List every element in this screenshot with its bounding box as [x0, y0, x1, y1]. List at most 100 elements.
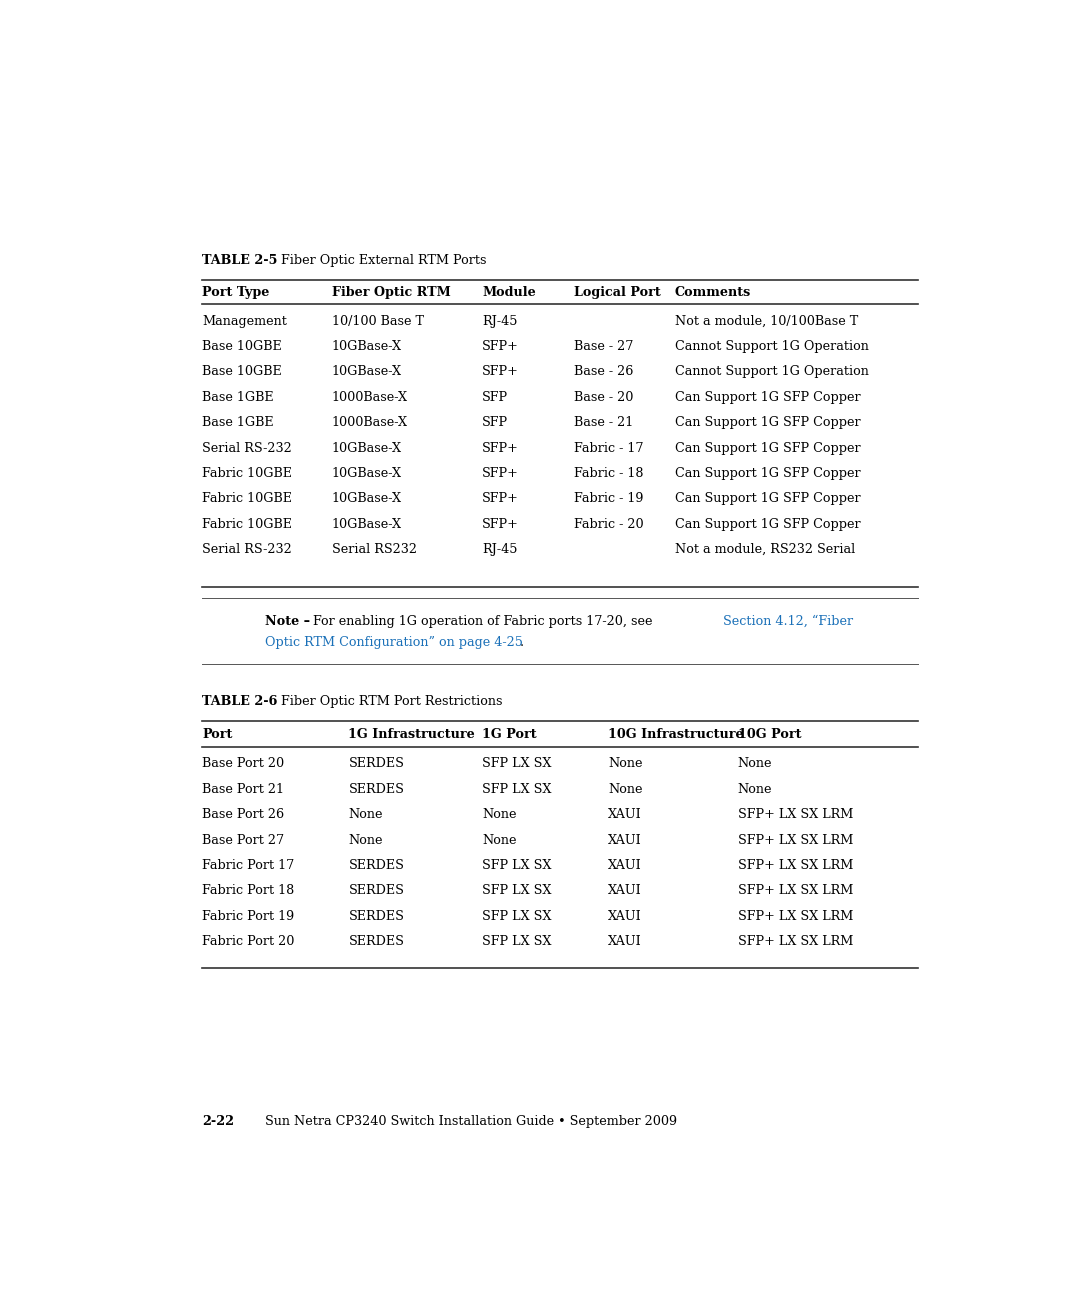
Text: 10GBase-X: 10GBase-X — [332, 467, 402, 480]
Text: XAUI: XAUI — [608, 910, 642, 923]
Text: Fabric Port 17: Fabric Port 17 — [202, 859, 294, 872]
Text: Base - 27: Base - 27 — [575, 340, 634, 353]
Text: Fabric 10GBE: Fabric 10GBE — [202, 492, 292, 505]
Text: Base Port 26: Base Port 26 — [202, 809, 284, 822]
Text: 10GBase-X: 10GBase-X — [332, 365, 402, 378]
Text: Serial RS232: Serial RS232 — [332, 543, 417, 556]
Text: Can Support 1G SFP Copper: Can Support 1G SFP Copper — [675, 442, 861, 455]
Text: None: None — [349, 809, 383, 822]
Text: Fiber Optic RTM Port Restrictions: Fiber Optic RTM Port Restrictions — [282, 696, 503, 709]
Text: None: None — [349, 833, 383, 846]
Text: Fiber Optic RTM: Fiber Optic RTM — [332, 286, 450, 299]
Text: 1000Base-X: 1000Base-X — [332, 416, 408, 429]
Text: Base 1GBE: Base 1GBE — [202, 416, 273, 429]
Text: SERDES: SERDES — [349, 783, 404, 796]
Text: Can Support 1G SFP Copper: Can Support 1G SFP Copper — [675, 467, 861, 480]
Text: 2-22: 2-22 — [202, 1116, 234, 1129]
Text: 10GBase-X: 10GBase-X — [332, 492, 402, 505]
Text: Logical Port: Logical Port — [575, 286, 661, 299]
Text: Port Type: Port Type — [202, 286, 269, 299]
Text: None: None — [738, 783, 772, 796]
Text: Fabric - 17: Fabric - 17 — [575, 442, 644, 455]
Text: 10GBase-X: 10GBase-X — [332, 518, 402, 531]
Text: 1000Base-X: 1000Base-X — [332, 391, 408, 404]
Text: XAUI: XAUI — [608, 884, 642, 897]
Text: None: None — [608, 757, 643, 770]
Text: SFP LX SX: SFP LX SX — [483, 936, 552, 949]
Text: XAUI: XAUI — [608, 833, 642, 846]
Text: SFP+: SFP+ — [483, 518, 519, 531]
Text: Can Support 1G SFP Copper: Can Support 1G SFP Copper — [675, 416, 861, 429]
Text: SFP+: SFP+ — [483, 492, 519, 505]
Text: SERDES: SERDES — [349, 910, 404, 923]
Text: SFP LX SX: SFP LX SX — [483, 783, 552, 796]
Text: Fabric - 20: Fabric - 20 — [575, 518, 644, 531]
Text: SFP+ LX SX LRM: SFP+ LX SX LRM — [738, 910, 853, 923]
Text: Serial RS-232: Serial RS-232 — [202, 543, 292, 556]
Text: SFP+: SFP+ — [483, 467, 519, 480]
Text: Base Port 21: Base Port 21 — [202, 783, 284, 796]
Text: 10G Port: 10G Port — [738, 728, 801, 741]
Text: .: . — [521, 635, 524, 649]
Text: SERDES: SERDES — [349, 936, 404, 949]
Text: RJ-45: RJ-45 — [483, 543, 517, 556]
Text: TABLE 2-6: TABLE 2-6 — [202, 696, 278, 709]
Text: SFP: SFP — [483, 416, 509, 429]
Text: Section 4.12, “Fiber: Section 4.12, “Fiber — [724, 614, 853, 627]
Text: Base 10GBE: Base 10GBE — [202, 365, 282, 378]
Text: Fiber Optic External RTM Ports: Fiber Optic External RTM Ports — [282, 254, 487, 267]
Text: SFP+ LX SX LRM: SFP+ LX SX LRM — [738, 936, 853, 949]
Text: SFP: SFP — [483, 391, 509, 404]
Text: SFP+: SFP+ — [483, 365, 519, 378]
Text: SFP+ LX SX LRM: SFP+ LX SX LRM — [738, 884, 853, 897]
Text: Port: Port — [202, 728, 232, 741]
Text: Not a module, 10/100Base T: Not a module, 10/100Base T — [675, 315, 859, 328]
Text: For enabling 1G operation of Fabric ports 17-20, see: For enabling 1G operation of Fabric port… — [309, 614, 657, 627]
Text: 10GBase-X: 10GBase-X — [332, 340, 402, 353]
Text: Can Support 1G SFP Copper: Can Support 1G SFP Copper — [675, 391, 861, 404]
Text: RJ-45: RJ-45 — [483, 315, 517, 328]
Text: Can Support 1G SFP Copper: Can Support 1G SFP Copper — [675, 518, 861, 531]
Text: Base Port 20: Base Port 20 — [202, 757, 284, 770]
Text: SERDES: SERDES — [349, 884, 404, 897]
Text: Base - 21: Base - 21 — [575, 416, 634, 429]
Text: Comments: Comments — [675, 286, 751, 299]
Text: None: None — [738, 757, 772, 770]
Text: None: None — [483, 833, 517, 846]
Text: Sun Netra CP3240 Switch Installation Guide • September 2009: Sun Netra CP3240 Switch Installation Gui… — [265, 1116, 677, 1129]
Text: Module: Module — [483, 286, 536, 299]
Text: Fabric - 18: Fabric - 18 — [575, 467, 644, 480]
Text: SFP LX SX: SFP LX SX — [483, 884, 552, 897]
Text: SFP+ LX SX LRM: SFP+ LX SX LRM — [738, 833, 853, 846]
Text: SFP+ LX SX LRM: SFP+ LX SX LRM — [738, 859, 853, 872]
Text: Base - 26: Base - 26 — [575, 365, 634, 378]
Text: Cannot Support 1G Operation: Cannot Support 1G Operation — [675, 340, 868, 353]
Text: Fabric 10GBE: Fabric 10GBE — [202, 467, 292, 480]
Text: 1G Port: 1G Port — [483, 728, 537, 741]
Text: XAUI: XAUI — [608, 859, 642, 872]
Text: Note –: Note – — [265, 614, 310, 627]
Text: Base 10GBE: Base 10GBE — [202, 340, 282, 353]
Text: TABLE 2-5: TABLE 2-5 — [202, 254, 278, 267]
Text: Fabric - 19: Fabric - 19 — [575, 492, 644, 505]
Text: Can Support 1G SFP Copper: Can Support 1G SFP Copper — [675, 492, 861, 505]
Text: Optic RTM Configuration” on page 4-25: Optic RTM Configuration” on page 4-25 — [265, 635, 523, 649]
Text: None: None — [608, 783, 643, 796]
Text: Fabric Port 19: Fabric Port 19 — [202, 910, 294, 923]
Text: Base 1GBE: Base 1GBE — [202, 391, 273, 404]
Text: 10GBase-X: 10GBase-X — [332, 442, 402, 455]
Text: SFP+: SFP+ — [483, 340, 519, 353]
Text: Serial RS-232: Serial RS-232 — [202, 442, 292, 455]
Text: XAUI: XAUI — [608, 936, 642, 949]
Text: Base Port 27: Base Port 27 — [202, 833, 284, 846]
Text: Management: Management — [202, 315, 287, 328]
Text: SFP+: SFP+ — [483, 442, 519, 455]
Text: 10G Infrastructure: 10G Infrastructure — [608, 728, 743, 741]
Text: SERDES: SERDES — [349, 859, 404, 872]
Text: XAUI: XAUI — [608, 809, 642, 822]
Text: 10/100 Base T: 10/100 Base T — [332, 315, 423, 328]
Text: Cannot Support 1G Operation: Cannot Support 1G Operation — [675, 365, 868, 378]
Text: SFP LX SX: SFP LX SX — [483, 910, 552, 923]
Text: Fabric 10GBE: Fabric 10GBE — [202, 518, 292, 531]
Text: SFP LX SX: SFP LX SX — [483, 859, 552, 872]
